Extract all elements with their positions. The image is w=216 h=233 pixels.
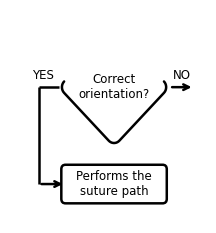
Text: YES: YES xyxy=(32,69,54,82)
FancyBboxPatch shape xyxy=(61,165,167,203)
Text: NO: NO xyxy=(173,69,191,82)
Text: Correct
orientation?: Correct orientation? xyxy=(78,73,150,101)
Text: Performs the
suture path: Performs the suture path xyxy=(76,170,152,198)
